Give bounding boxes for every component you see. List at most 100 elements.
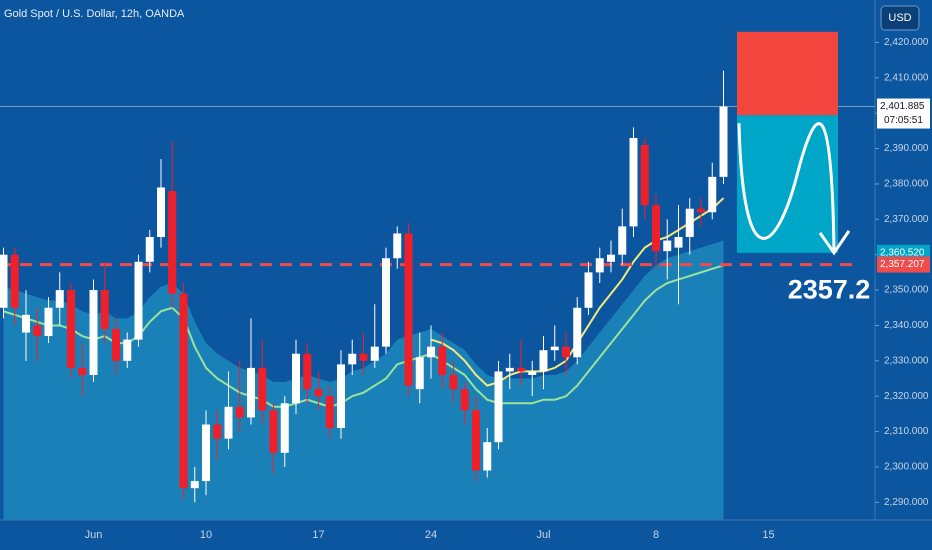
candle-body xyxy=(235,406,244,418)
countdown: 07:05:51 xyxy=(884,115,923,126)
candle-body xyxy=(303,353,312,390)
candle-body xyxy=(517,367,525,372)
y-tick-label: 2,310.000 xyxy=(884,426,929,437)
candle-body xyxy=(33,325,42,337)
candle-body xyxy=(539,350,548,372)
candle-body xyxy=(685,208,694,238)
last-price-label: 2,401.885 xyxy=(880,101,925,112)
target-zone xyxy=(737,115,838,253)
candle-body xyxy=(348,353,357,365)
currency-button[interactable] xyxy=(880,5,920,31)
plot xyxy=(0,31,875,520)
stop-zone xyxy=(737,31,838,116)
candle-body xyxy=(202,424,210,482)
candle-body xyxy=(550,346,559,351)
candle-body xyxy=(404,233,413,386)
candle-body xyxy=(55,290,64,308)
last-price-label-box xyxy=(877,98,930,129)
candle-body xyxy=(370,346,379,361)
candle-body xyxy=(112,328,120,361)
candle-body xyxy=(415,357,424,390)
candle-body xyxy=(168,191,177,294)
candle-body xyxy=(382,258,390,347)
x-tick-label: 10 xyxy=(200,529,212,541)
x-tick-label: 8 xyxy=(653,529,659,541)
candle-body xyxy=(325,396,334,429)
level-price-label-box xyxy=(877,256,930,273)
candle-body xyxy=(337,364,345,429)
x-tick-label: Jul xyxy=(536,529,550,541)
x-tick-label: 17 xyxy=(312,529,324,541)
candle-body xyxy=(280,403,289,453)
candle-body xyxy=(78,367,87,375)
currency-label[interactable]: USD xyxy=(888,12,911,24)
candle-body xyxy=(629,137,638,227)
x-tick-label: 24 xyxy=(425,529,437,541)
target-price-label: 2,360.520 xyxy=(880,247,925,258)
candle-body xyxy=(10,254,19,308)
x-tick-label: Jun xyxy=(85,529,103,541)
candle-body xyxy=(123,339,132,361)
candle-body xyxy=(494,371,503,443)
candle-body xyxy=(449,374,458,390)
candle-body xyxy=(179,293,188,489)
candle-body xyxy=(483,442,492,471)
candle-body xyxy=(460,389,469,411)
y-axis: 2,290.000 2,300.000 2,310.000 2,320.000 2,33… xyxy=(875,37,930,508)
y-tick-label: 2,300.000 xyxy=(884,462,929,473)
candle-body xyxy=(472,410,480,471)
y-tick-label: 2,340.000 xyxy=(884,320,929,331)
candle-body xyxy=(269,410,278,453)
candle-body xyxy=(427,346,435,358)
level-annotation: 2357.2 xyxy=(788,275,871,305)
y-tick-label: 2,330.000 xyxy=(884,355,929,366)
candle-body xyxy=(157,187,165,238)
candle-body xyxy=(359,353,368,361)
level-price-label: 2,357.207 xyxy=(880,259,925,270)
candle-body xyxy=(505,367,514,372)
candle-body xyxy=(213,424,222,439)
y-tick-label: 2,380.000 xyxy=(884,179,929,190)
drawn-arrow xyxy=(737,122,836,253)
y-tick-label: 2,290.000 xyxy=(884,497,929,508)
y-tick-label: 2,420.000 xyxy=(884,37,929,48)
y-tick-label: 2,350.000 xyxy=(884,285,929,296)
candle-body xyxy=(0,254,8,308)
candle-body xyxy=(393,233,402,259)
candle-body xyxy=(607,254,615,262)
y-tick-label: 2,320.000 xyxy=(884,391,929,402)
candle-body xyxy=(224,406,233,439)
candle-body xyxy=(67,290,75,368)
candle-body xyxy=(438,346,447,375)
candle-body xyxy=(22,314,30,333)
candle-body xyxy=(258,367,267,411)
y-tick-label: 2,410.000 xyxy=(884,72,929,83)
candle-body xyxy=(697,208,705,213)
candle-body xyxy=(528,371,537,375)
candle-body xyxy=(595,258,604,273)
candle-body xyxy=(719,106,728,177)
candle-body xyxy=(314,389,323,397)
candle-body xyxy=(618,226,627,255)
candle-body xyxy=(708,176,717,213)
candle-body xyxy=(190,481,199,489)
candle-body xyxy=(562,346,570,358)
candle-body xyxy=(134,261,143,340)
drawn-arrow-head xyxy=(818,230,851,256)
candle-body xyxy=(89,290,98,375)
candle-body xyxy=(247,367,255,418)
chart-title: Gold Spot / U.S. Dollar, 12h, OANDA xyxy=(4,8,185,20)
candle-body xyxy=(584,272,593,308)
candle-body xyxy=(100,290,109,329)
y-tick-label: 2,390.000 xyxy=(884,143,929,154)
candle-body xyxy=(44,307,53,337)
candle-body xyxy=(145,237,154,262)
candle-body xyxy=(674,237,683,248)
candle-body xyxy=(573,307,582,358)
candle-body xyxy=(292,353,300,404)
x-tick-label: 15 xyxy=(762,529,774,541)
candle-body xyxy=(640,145,649,206)
y-tick-label: 2,370.000 xyxy=(884,214,929,225)
